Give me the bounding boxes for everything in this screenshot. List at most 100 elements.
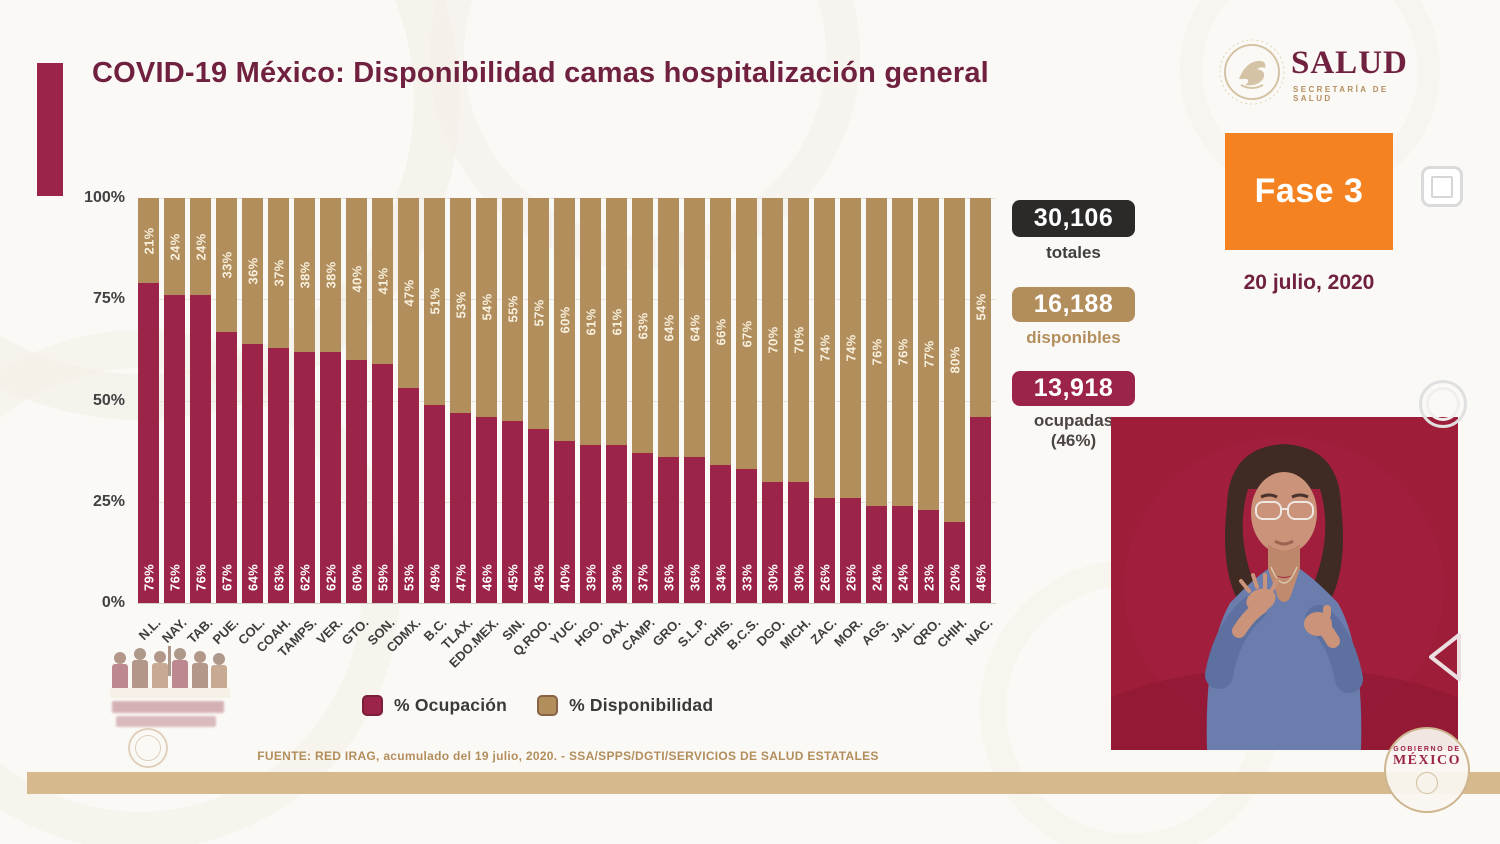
bar-pue: 33% 67% [216, 198, 237, 603]
legend-item-0: % Ocupación [362, 695, 507, 716]
bar-jal-available-label: 76% [895, 338, 910, 366]
bar-nay: 24% 76% [164, 198, 185, 603]
bar-ags-available-segment: 76% [866, 198, 887, 506]
bar-nac-occupied-segment: 46% [970, 416, 991, 603]
bar-son-occupied-segment: 59% [372, 364, 393, 603]
bar-mich-available-segment: 70% [788, 198, 809, 482]
bar-oax-occupied-label: 39% [609, 564, 624, 591]
bar-tab-available-segment: 24% [190, 198, 211, 296]
bar-coah-available-segment: 37% [268, 198, 289, 348]
bar-sin-occupied-label: 45% [505, 564, 520, 591]
bar-hgo-available-label: 61% [583, 308, 598, 335]
bar-zac-occupied-label: 26% [817, 564, 832, 591]
bar-camp-available-segment: 63% [632, 198, 653, 454]
bar-sin-available-segment: 55% [502, 198, 523, 421]
bar-son: 41% 59% [372, 198, 393, 603]
bar-gro: 64% 36% [658, 198, 679, 603]
bar-sin-occupied-segment: 45% [502, 420, 523, 603]
bar-bc: 51% 49% [424, 198, 445, 603]
bar-chis-available-segment: 66% [710, 198, 731, 466]
bar-tamps-occupied-label: 62% [297, 564, 312, 591]
bar-gro-available-label: 64% [661, 314, 676, 342]
bar-hgo-available-segment: 61% [580, 198, 601, 446]
stat-totales-label: totales [1046, 243, 1101, 262]
bar-son-available-label: 41% [375, 267, 390, 295]
bar-col-occupied-label: 64% [245, 564, 260, 591]
watermark-seal [128, 728, 168, 768]
source-citation: FUENTE: RED IRAG, acumulado del 19 julio… [257, 749, 879, 763]
bar-tab-occupied-label: 76% [193, 564, 208, 591]
stat-ocupadas: 13,918 ocupadas (46%) [1012, 371, 1135, 451]
bar-nac-available-segment: 54% [970, 198, 991, 417]
y-tick-label: 100% [84, 189, 125, 206]
bar-coah-occupied-segment: 63% [268, 347, 289, 603]
bar-gto-available-segment: 40% [346, 198, 367, 360]
bar-camp-available-label: 63% [635, 312, 650, 340]
bar-camp-occupied-segment: 37% [632, 453, 653, 603]
bar-bcs-available-label: 67% [739, 320, 754, 348]
bar-qroo-occupied-label: 43% [531, 564, 546, 591]
bar-mich: 70% 30% [788, 198, 809, 603]
previous-triangle-icon[interactable] [1423, 629, 1469, 683]
legend-label-1: % Disponibilidad [569, 695, 714, 715]
bar-camp-occupied-label: 37% [635, 564, 650, 591]
bar-jal-occupied-segment: 24% [892, 505, 913, 603]
bar-col-occupied-segment: 64% [242, 343, 263, 603]
bar-dgo-available-segment: 70% [762, 198, 783, 482]
bar-pue-available-segment: 33% [216, 198, 237, 332]
bar-son-available-segment: 41% [372, 198, 393, 365]
bar-col: 36% 64% [242, 198, 263, 603]
bar-yuc: 60% 40% [554, 198, 575, 603]
bar-qro-occupied-label: 23% [921, 564, 936, 591]
legend-item-1: % Disponibilidad [537, 695, 713, 716]
bar-coah-available-label: 37% [271, 259, 286, 287]
bar-chih-occupied-segment: 20% [944, 522, 965, 603]
bar-nac-occupied-label: 46% [973, 564, 988, 591]
watermark-caption-blur [112, 701, 224, 713]
bar-ags: 76% 24% [866, 198, 887, 603]
bar-slp-occupied-segment: 36% [684, 457, 705, 603]
bar-yuc-available-label: 60% [557, 306, 572, 333]
stat-disponibles: 16,188 disponibles [1012, 287, 1135, 348]
bar-ver-available-segment: 38% [320, 198, 341, 352]
bar-edomex-occupied-segment: 46% [476, 416, 497, 603]
bar-bcs: 67% 33% [736, 198, 757, 603]
bar-tamps-available-label: 38% [297, 261, 312, 289]
bar-chih: 80% 20% [944, 198, 965, 603]
bar-slp: 64% 36% [684, 198, 705, 603]
phase-badge-label: Fase 3 [1254, 172, 1364, 210]
bar-tab-occupied-segment: 76% [190, 295, 211, 603]
bar-mich-occupied-label: 30% [791, 564, 806, 591]
stat-ocupadas-pill: 13,918 [1012, 371, 1135, 406]
bar-slp-occupied-label: 36% [687, 564, 702, 591]
page-title: COVID-19 México: Disponibilidad camas ho… [92, 57, 989, 89]
revolution-figures-watermark [110, 646, 230, 698]
bar-hgo-occupied-segment: 39% [580, 445, 601, 603]
bar-bc-occupied-segment: 49% [424, 404, 445, 603]
circle-outline-icon[interactable] [1419, 380, 1467, 428]
bar-qro-occupied-segment: 23% [918, 509, 939, 603]
bar-tab: 24% 76% [190, 198, 211, 603]
bar-cdmx-occupied-segment: 53% [398, 388, 419, 603]
bar-jal: 76% 24% [892, 198, 913, 603]
bar-yuc-available-segment: 60% [554, 198, 575, 441]
plot-area: 21% 79% N.L. 24% 76% NAY. 24% 76% TAB. 33% 67% PUE.… [135, 198, 996, 671]
gov-badge-line2: MÉXICO [1392, 753, 1462, 768]
bar-coah: 37% 63% [268, 198, 289, 603]
bar-ver-available-label: 38% [323, 261, 338, 289]
watermark-caption-blur [116, 716, 216, 727]
stat-ocupadas-value: 13,918 [1033, 374, 1114, 402]
bar-chis-occupied-label: 34% [713, 564, 728, 591]
bar-mor-occupied-segment: 26% [840, 497, 861, 603]
square-outline-icon[interactable] [1421, 166, 1463, 207]
date-label: 20 julio, 2020 [1243, 271, 1375, 294]
bar-tab-available-label: 24% [193, 233, 208, 261]
title-accent-bar [37, 63, 63, 196]
bar-col-available-segment: 36% [242, 198, 263, 344]
stat-disponibles-value: 16,188 [1033, 290, 1114, 318]
y-tick-label: 25% [92, 492, 125, 510]
bar-bc-available-segment: 51% [424, 198, 445, 405]
legend-swatch-1 [537, 695, 559, 716]
bar-qroo-available-segment: 57% [528, 198, 549, 429]
bar-coah-occupied-label: 63% [271, 564, 286, 591]
